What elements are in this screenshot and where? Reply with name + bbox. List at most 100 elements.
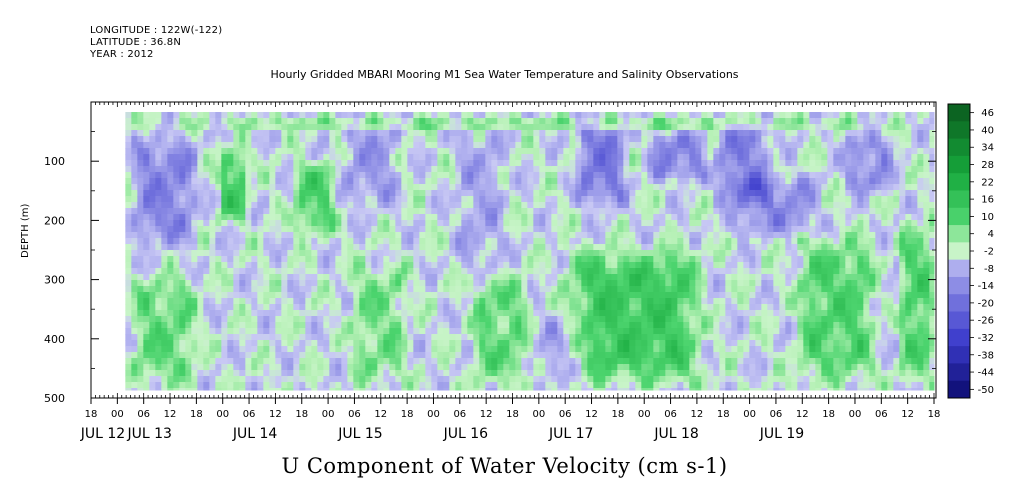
field-cell <box>377 148 384 155</box>
field-cell <box>167 220 174 227</box>
field-cell <box>557 340 564 347</box>
field-cell <box>155 322 162 329</box>
field-cell <box>569 346 576 353</box>
field-cell <box>551 196 558 203</box>
field-cell <box>587 352 594 359</box>
field-cell <box>569 220 576 227</box>
field-cell <box>401 160 408 167</box>
field-cell <box>461 388 468 391</box>
field-cell <box>257 136 264 143</box>
field-cell <box>587 262 594 269</box>
field-cell <box>527 316 534 323</box>
field-cell <box>515 118 522 125</box>
field-cell <box>515 382 522 389</box>
field-cell <box>449 346 456 353</box>
field-cell <box>209 304 216 311</box>
field-cell <box>551 202 558 209</box>
field-cell <box>539 112 546 119</box>
field-cell <box>593 316 600 323</box>
field-cell <box>701 280 708 287</box>
field-cell <box>131 334 138 341</box>
field-cell <box>197 142 204 149</box>
field-cell <box>281 184 288 191</box>
field-cell <box>233 226 240 233</box>
field-cell <box>179 268 186 275</box>
field-cell <box>755 370 762 377</box>
field-cell <box>509 298 516 305</box>
field-cell <box>497 196 504 203</box>
field-cell <box>575 346 582 353</box>
field-cell <box>233 124 240 131</box>
field-cell <box>125 256 132 263</box>
field-cell <box>581 232 588 239</box>
field-cell <box>389 370 396 377</box>
field-cell <box>503 148 510 155</box>
field-cell <box>215 220 222 227</box>
field-cell <box>455 388 462 391</box>
field-cell <box>593 322 600 329</box>
field-cell <box>647 172 654 179</box>
field-cell <box>479 298 486 305</box>
field-cell <box>371 310 378 317</box>
chart-title: Hourly Gridded MBARI Mooring M1 Sea Wate… <box>270 68 739 81</box>
field-cell <box>593 208 600 215</box>
field-cell <box>383 136 390 143</box>
field-cell <box>197 226 204 233</box>
field-cell <box>395 268 402 275</box>
field-cell <box>683 118 690 125</box>
field-cell <box>743 298 750 305</box>
field-cell <box>455 316 462 323</box>
field-cell <box>743 310 750 317</box>
field-cell <box>695 352 702 359</box>
field-cell <box>233 238 240 245</box>
field-cell <box>311 250 318 257</box>
field-cell <box>377 202 384 209</box>
field-cell <box>407 310 414 317</box>
field-cell <box>179 214 186 221</box>
field-cell <box>467 328 474 335</box>
field-cell <box>359 160 366 167</box>
field-cell <box>491 214 498 221</box>
field-cell <box>647 280 654 287</box>
field-cell <box>737 382 744 389</box>
field-cell <box>299 352 306 359</box>
field-cell <box>419 358 426 365</box>
field-cell <box>383 322 390 329</box>
field-cell <box>701 202 708 209</box>
field-cell <box>263 280 270 287</box>
field-cell <box>287 364 294 371</box>
field-cell <box>701 220 708 227</box>
field-cell <box>671 160 678 167</box>
field-cell <box>305 304 312 311</box>
field-cell <box>719 154 726 161</box>
field-cell <box>239 262 246 269</box>
field-cell <box>671 316 678 323</box>
field-cell <box>689 166 696 173</box>
field-cell <box>755 112 762 119</box>
field-cell <box>509 310 516 317</box>
field-cell <box>347 220 354 227</box>
field-cell <box>737 244 744 251</box>
field-cell <box>413 280 420 287</box>
field-cell <box>473 202 480 209</box>
field-cell <box>683 196 690 203</box>
field-cell <box>683 382 690 389</box>
field-cell <box>257 124 264 131</box>
field-cell <box>341 358 348 365</box>
field-cell <box>365 214 372 221</box>
field-cell <box>725 220 732 227</box>
field-cell <box>455 124 462 131</box>
field-cell <box>197 298 204 305</box>
field-cell <box>539 118 546 125</box>
field-cell <box>521 322 528 329</box>
field-cell <box>251 352 258 359</box>
field-cell <box>323 298 330 305</box>
field-cell <box>173 262 180 269</box>
field-cell <box>197 370 204 377</box>
field-cell <box>281 202 288 209</box>
field-cell <box>323 136 330 143</box>
field-cell <box>737 370 744 377</box>
field-cell <box>467 250 474 257</box>
field-cell <box>569 370 576 377</box>
field-cell <box>623 280 630 287</box>
